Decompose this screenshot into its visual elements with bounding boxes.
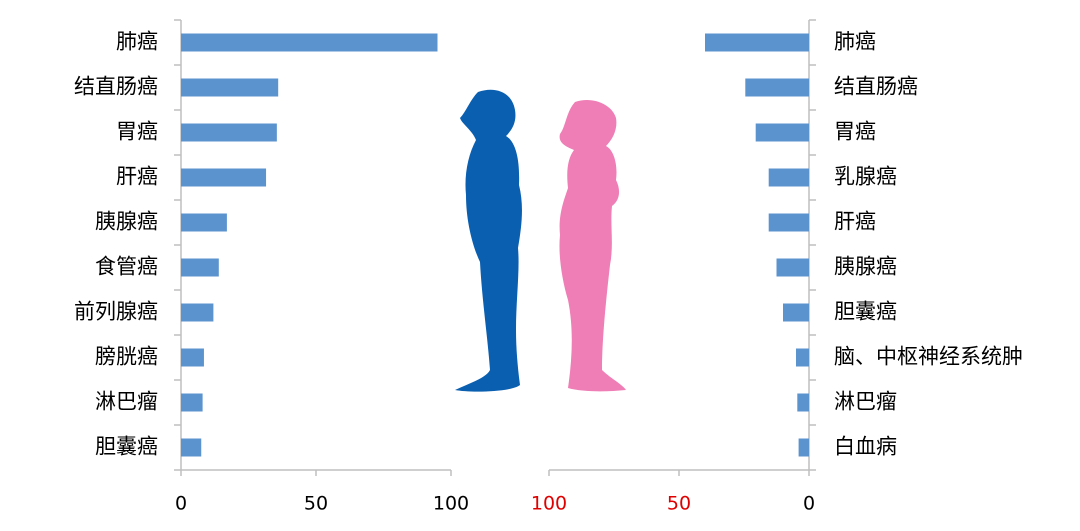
x-tick-label: 50 (667, 493, 691, 515)
bar (745, 78, 809, 97)
category-label: 胰腺癌 (834, 255, 897, 279)
bar (181, 438, 202, 457)
category-label: 食管癌 (95, 255, 158, 279)
category-label: 肺癌 (834, 30, 876, 54)
category-label: 膀胱癌 (95, 345, 158, 369)
bar (181, 213, 227, 232)
category-label: 肝癌 (116, 165, 158, 189)
category-label: 结直肠癌 (74, 75, 158, 99)
category-label: 肺癌 (116, 30, 158, 54)
x-tick-label: 100 (433, 493, 469, 515)
category-label: 结直肠癌 (834, 75, 918, 99)
female-silhouette (559, 99, 626, 392)
bar (181, 303, 214, 322)
category-label: 胰腺癌 (95, 210, 158, 234)
bar (768, 213, 809, 232)
bar (776, 258, 809, 277)
bar (796, 348, 809, 367)
category-label: 淋巴瘤 (834, 390, 897, 414)
bar (768, 168, 809, 187)
x-tick-label: 0 (175, 493, 187, 515)
category-label: 肝癌 (834, 210, 876, 234)
bar (181, 168, 267, 187)
bar (181, 33, 438, 52)
male-silhouette (455, 89, 522, 392)
category-label: 白血病 (834, 435, 897, 459)
bar (181, 348, 204, 367)
category-label: 胃癌 (116, 120, 158, 144)
bar (181, 258, 219, 277)
bar (797, 393, 809, 412)
category-label: 前列腺癌 (74, 300, 158, 324)
category-label: 乳腺癌 (834, 165, 897, 189)
bar (181, 393, 203, 412)
category-label: 胆囊癌 (834, 300, 897, 324)
bar (181, 123, 277, 142)
x-tick-label: 0 (803, 493, 815, 515)
x-tick-label: 50 (304, 493, 328, 515)
bar (783, 303, 809, 322)
category-label: 淋巴瘤 (95, 390, 158, 414)
bar (705, 33, 809, 52)
bar (181, 78, 279, 97)
category-label: 胃癌 (834, 120, 876, 144)
category-label: 胆囊癌 (95, 435, 158, 459)
bar (755, 123, 809, 142)
category-label: 脑、中枢神经系统肿 (834, 345, 1023, 369)
bar (798, 438, 809, 457)
x-tick-label: 100 (531, 493, 567, 515)
